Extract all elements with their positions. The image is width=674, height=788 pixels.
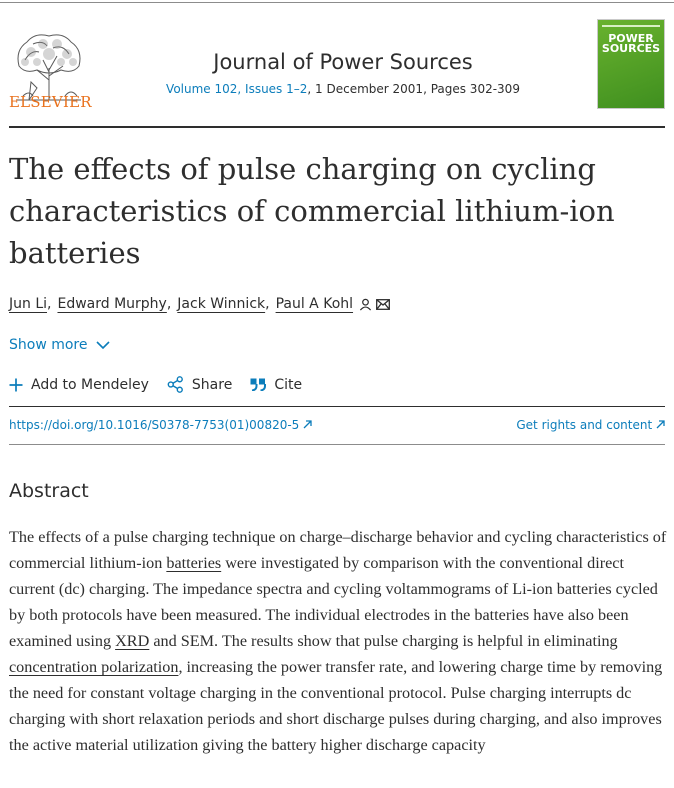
elsevier-wordmark[interactable]: ELSEVIER	[9, 93, 92, 111]
chevron-down-icon	[95, 340, 110, 349]
actions-divider	[9, 406, 665, 407]
external-arrow-icon	[656, 420, 665, 429]
share-icon	[167, 376, 183, 393]
get-rights-link[interactable]: Get rights and content	[516, 418, 665, 432]
share-button[interactable]: Share	[167, 376, 232, 393]
topic-link-batteries[interactable]: batteries	[166, 554, 222, 572]
article-title: The effects of pulse charging on cycling…	[9, 152, 615, 270]
rights-text: Get rights and content	[516, 418, 653, 432]
corresponding-author-link[interactable]: Paul A Kohl	[276, 296, 390, 312]
author-link[interactable]: Jack Winnick	[177, 296, 266, 312]
cite-button[interactable]: Cite	[250, 377, 302, 393]
share-label: Share	[191, 376, 233, 393]
doi-link[interactable]: https://doi.org/10.1016/S0378-7753(01)00…	[9, 418, 312, 432]
plus-icon	[9, 378, 23, 391]
external-arrow-icon	[303, 420, 312, 429]
show-more-button[interactable]: Show more	[9, 337, 110, 353]
author-link[interactable]: Edward Murphy	[57, 296, 167, 312]
show-more-label: Show more	[9, 337, 88, 353]
doi-divider	[9, 444, 665, 445]
header-divider	[9, 126, 665, 128]
topic-link-xrd[interactable]: XRD	[115, 632, 150, 650]
cover-banner	[602, 25, 660, 27]
author-list: Jun Li, Edward Murphy, Jack Winnick, Pau…	[9, 296, 390, 312]
abstract-heading: Abstract	[9, 480, 89, 502]
cover-title: POWER SOURCES	[601, 32, 661, 55]
top-divider	[0, 2, 674, 3]
topic-link-concentration-polarization[interactable]: concentration polarization	[9, 658, 179, 676]
quote-icon	[250, 378, 267, 391]
author-icons	[359, 298, 390, 311]
envelope-icon	[376, 298, 390, 310]
doi-text: https://doi.org/10.1016/S0378-7753(01)00…	[9, 418, 300, 432]
journal-title[interactable]: Journal of Power Sources	[213, 50, 473, 74]
author-name: Paul A Kohl	[275, 296, 354, 312]
abstract-text: The effects of a pulse charging techniqu…	[9, 524, 667, 758]
elsevier-tree-icon[interactable]	[9, 20, 89, 112]
author-link[interactable]: Jun Li	[9, 296, 48, 312]
volume-link[interactable]: Volume 102, Issues 1–2	[166, 82, 308, 96]
author-separator: ,	[166, 296, 172, 312]
abstract-text-part: were investigated by comparison with the…	[9, 554, 658, 650]
author-separator: ,	[265, 296, 270, 312]
cite-label: Cite	[274, 376, 303, 393]
person-icon	[359, 298, 372, 310]
abstract-text-part: , increasing the power transfer rate, an…	[9, 658, 663, 754]
issue-date-pages: , 1 December 2001, Pages 302-309	[307, 82, 520, 96]
add-to-mendeley-label: Add to Mendeley	[31, 376, 149, 393]
add-to-mendeley-button[interactable]: Add to Mendeley	[9, 377, 149, 393]
article-actions: Add to Mendeley Share Cite	[9, 376, 320, 393]
journal-cover-thumbnail[interactable]: POWER SOURCES	[598, 20, 664, 108]
abstract-text-part: The effects of a pulse charging techniqu…	[9, 528, 667, 572]
author-separator: ,	[47, 296, 52, 312]
journal-issue-info: Volume 102, Issues 1–2, 1 December 2001,…	[0, 82, 674, 96]
abstract-text-part: and SEM. The results show that pulse cha…	[149, 632, 618, 650]
